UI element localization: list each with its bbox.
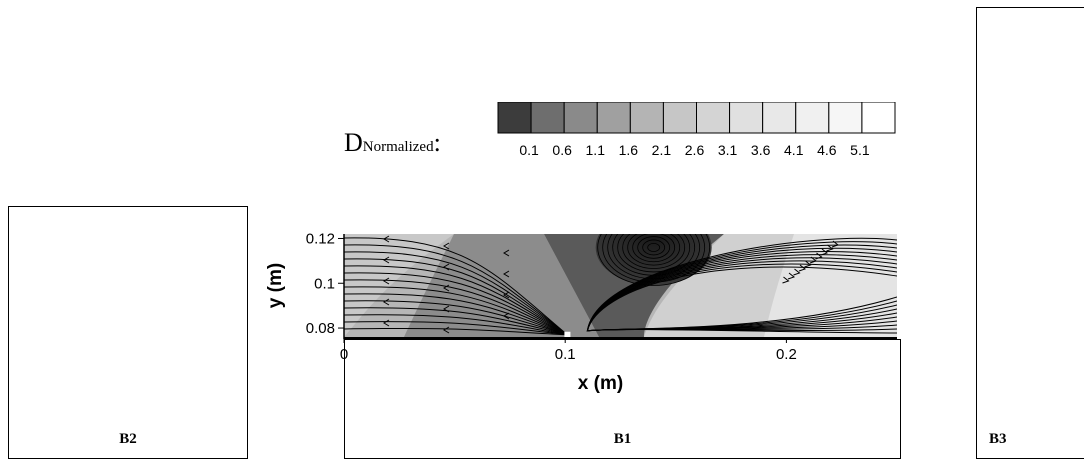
vortex-core — [595, 234, 712, 286]
legend-swatch — [729, 102, 764, 134]
legend-tick-label: 4.6 — [817, 142, 837, 158]
vortex-streamline — [632, 234, 676, 263]
y-tick-label: 0.1 — [314, 275, 335, 292]
streamline-arrow — [443, 242, 450, 250]
streamline-arrow — [383, 319, 390, 327]
x-tick-label: 0.1 — [555, 346, 576, 363]
legend-title: DNormalized: — [344, 128, 441, 158]
streamline-arrow — [383, 277, 390, 285]
legend-tick-labels: 0.1 0.6 1.1 1.6 2.1 2.6 3.1 3.6 4.1 4.6 5.1 — [0, 142, 1084, 162]
legend-tick-label: 4.1 — [784, 142, 804, 158]
legend-swatch — [563, 102, 598, 134]
streamline — [344, 307, 568, 336]
vortex-streamline — [642, 239, 666, 256]
streamline-arrow — [443, 305, 450, 313]
panel-b1: B1 — [344, 339, 901, 459]
streamline-arrow — [503, 249, 510, 257]
legend-tick-label: 3.6 — [750, 142, 771, 158]
vortex-streamline — [647, 242, 661, 252]
streamline-arrow — [383, 298, 390, 306]
y-tick-label: 0.08 — [306, 320, 335, 337]
panel-b3: B3 — [976, 7, 1084, 459]
vortex-streamline — [627, 234, 681, 266]
legend-tick-label: 2.1 — [651, 142, 672, 158]
streamline-arrow — [782, 276, 790, 284]
streamline — [344, 300, 568, 336]
streamline-arrow — [383, 256, 390, 264]
legend-tick-label: 1.1 — [585, 142, 605, 158]
legend-title-sub: Normalized — [362, 139, 434, 155]
x-tick-label: 0 — [340, 346, 348, 363]
vortex-streamline — [597, 234, 711, 286]
x-tick-label: 0.2 — [776, 346, 797, 363]
legend-tick-label: 1.6 — [618, 142, 639, 158]
panel-b2: B2 — [8, 206, 248, 459]
streamline-arrow — [826, 244, 834, 252]
streamline-arrow — [443, 326, 450, 334]
streamline-arrow — [383, 235, 390, 243]
streamline-arrow — [503, 312, 510, 320]
plot-field — [344, 234, 897, 337]
streamline-arrow — [503, 270, 510, 278]
streamline-arrow — [503, 291, 510, 299]
vortex-streamline — [622, 234, 686, 269]
streamline-arrow — [787, 272, 796, 280]
legend-swatch — [861, 102, 896, 134]
plot-axes: 0 0.1 0.2 0.08 0.1 0.12 x (m) y (m) — [265, 230, 897, 394]
streamline-arrow — [793, 268, 801, 276]
legend-title-main: D — [344, 128, 363, 157]
streamline — [344, 327, 568, 336]
legend-tick-label: 0.6 — [552, 142, 572, 158]
streamline — [344, 272, 568, 336]
panel-b3-label: B3 — [989, 431, 1007, 447]
streamline — [344, 314, 568, 336]
streamline — [344, 321, 568, 336]
streamline — [344, 251, 568, 336]
legend-tick-label: 2.6 — [684, 142, 705, 158]
vortex-streamline — [617, 234, 691, 273]
contour-band — [344, 234, 454, 337]
vortex-streamline — [637, 236, 671, 259]
legend-tick-label: 0.1 — [519, 142, 539, 158]
legend-swatch — [696, 102, 731, 134]
streamline-arrow — [798, 264, 807, 272]
legend-swatch — [795, 102, 830, 134]
y-tick-label: 0.12 — [306, 230, 335, 247]
legend-tick-label: 5.1 — [850, 142, 870, 158]
streamline — [586, 266, 897, 334]
panel-b2-label: B2 — [119, 431, 137, 447]
legend-colorbar — [497, 102, 896, 134]
legend-tick-label: 3.1 — [717, 142, 738, 158]
legend-swatch — [762, 102, 797, 134]
streamline-arrow — [443, 284, 450, 292]
legend-title-suffix: : — [433, 128, 441, 157]
panel-b1-label: B1 — [613, 431, 632, 447]
streamline-arrow — [443, 263, 450, 271]
x-axis-label: x (m) — [578, 373, 623, 394]
legend-swatch — [596, 102, 631, 134]
streamline — [344, 293, 568, 336]
source-point — [564, 331, 571, 337]
streamline — [344, 265, 568, 336]
streamline — [344, 286, 568, 336]
streamline — [344, 237, 568, 336]
streamline-arrow — [804, 260, 812, 268]
streamline — [344, 244, 568, 336]
y-axis-label: y (m) — [265, 263, 286, 308]
